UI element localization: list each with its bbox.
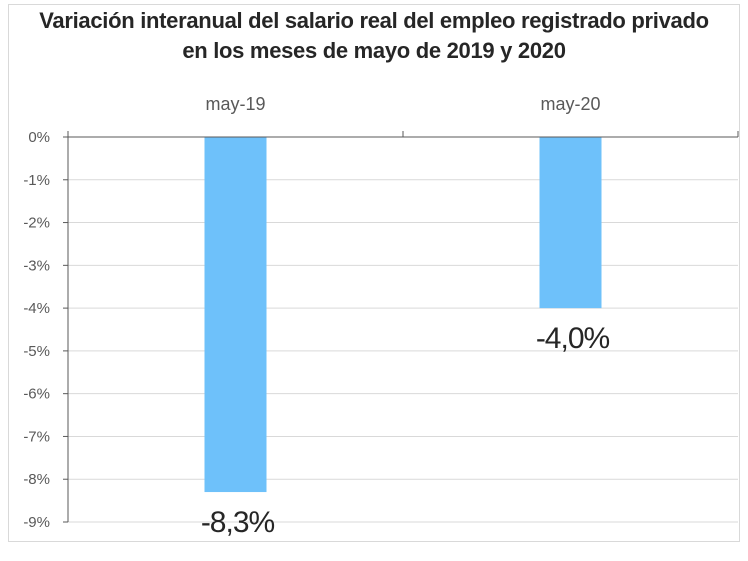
- chart-title: Variación interanual del salario real de…: [0, 6, 748, 66]
- bar-may-20: [539, 137, 602, 309]
- y-tick-label: -3%: [23, 257, 50, 274]
- bar-may-19: [204, 137, 267, 493]
- y-tick-label: -8%: [23, 471, 50, 488]
- chart-title-line-2: en los meses de mayo de 2019 y 2020: [182, 38, 566, 63]
- category-label: may-20: [540, 94, 600, 114]
- y-tick-label: -5%: [23, 343, 50, 360]
- y-tick-label: -9%: [23, 514, 50, 531]
- y-tick-label: -1%: [23, 172, 50, 189]
- chart-title-line-1: Variación interanual del salario real de…: [39, 8, 709, 33]
- chart-frame: [8, 4, 740, 542]
- data-label: -8,3%: [201, 506, 275, 539]
- y-tick-label: -2%: [23, 215, 50, 232]
- y-tick-label: -6%: [23, 386, 50, 403]
- y-tick-label: -4%: [23, 300, 50, 317]
- category-label: may-19: [205, 94, 265, 114]
- y-tick-label: -7%: [23, 428, 50, 445]
- y-tick-label: 0%: [28, 129, 50, 146]
- data-label: -4,0%: [536, 322, 610, 355]
